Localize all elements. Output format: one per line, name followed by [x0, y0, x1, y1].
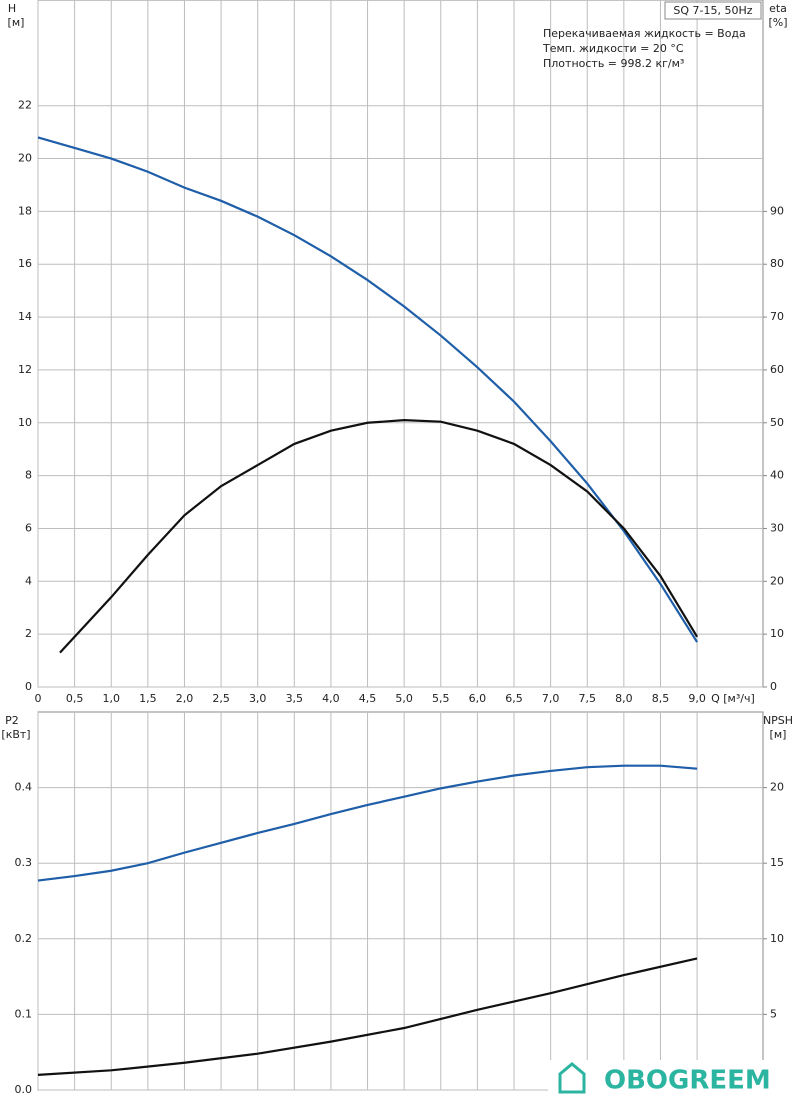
y2-tick-label: 90	[770, 204, 784, 217]
y-tick-label: 14	[18, 310, 32, 323]
chart-title: SQ 7-15, 50Hz	[673, 4, 752, 17]
y-tick-label: 0	[25, 680, 32, 693]
x-tick-label: 8,0	[615, 692, 633, 705]
x-tick-label: 6,0	[469, 692, 487, 705]
y-tick-label: 0.1	[15, 1007, 33, 1020]
y-label: P2	[5, 714, 19, 727]
x-tick-label: 2,5	[212, 692, 230, 705]
y2-tick-label: 10	[770, 932, 784, 945]
y-unit: [кВт]	[1, 728, 30, 741]
y-tick-label: 0.0	[15, 1083, 33, 1096]
y-tick-label: 0.4	[15, 781, 33, 794]
curve	[59, 419, 699, 654]
y2-tick-label: 80	[770, 257, 784, 270]
curve	[37, 136, 699, 643]
curve	[37, 764, 698, 882]
y2-tick-label: 10	[770, 627, 784, 640]
x-tick-label: 8,5	[652, 692, 670, 705]
logo-text: OBOGREEM	[604, 1066, 771, 1096]
x-tick-label: 3,0	[249, 692, 267, 705]
x-tick-label: 2,0	[176, 692, 194, 705]
logo: OBOGREEM	[548, 1060, 811, 1100]
y-tick-label: 8	[25, 469, 32, 482]
curve	[37, 957, 698, 1076]
y-tick-label: 6	[25, 521, 32, 534]
logo-icon	[558, 1062, 586, 1094]
x-tick-label: 4,0	[322, 692, 340, 705]
x-tick-label: 0,5	[66, 692, 84, 705]
title-box	[664, 1, 762, 20]
y2-tick-label: 20	[770, 781, 784, 794]
plot-frame	[37, 711, 764, 1091]
y-tick-label: 2	[25, 627, 32, 640]
y2-tick-label: 15	[770, 856, 784, 869]
y-tick-label: 16	[18, 257, 32, 270]
y2-tick-label: 0	[770, 680, 777, 693]
y2-tick-label: 60	[770, 363, 784, 376]
x-tick-label: 0	[35, 692, 42, 705]
y2-unit: [м]	[770, 728, 787, 741]
y2-tick-label: 20	[770, 574, 784, 587]
x-tick-label: 3,5	[286, 692, 304, 705]
y-tick-label: 22	[18, 99, 32, 112]
x-tick-label: 7,0	[542, 692, 560, 705]
y2-tick-label: 30	[770, 521, 784, 534]
y-tick-label: 10	[18, 416, 32, 429]
annotation: Плотность = 998.2 кг/м³	[543, 57, 684, 70]
x-tick-label: 1,5	[139, 692, 157, 705]
y-tick-label: 18	[18, 204, 32, 217]
y-unit: [м]	[8, 16, 25, 29]
annotation: Темп. жидкости = 20 °C	[542, 42, 684, 55]
y-tick-label: 20	[18, 152, 32, 165]
y2-label: eta	[769, 2, 787, 15]
y2-tick-label: 50	[770, 416, 784, 429]
y2-tick-label: 40	[770, 469, 784, 482]
x-tick-label: 7,5	[578, 692, 596, 705]
x-tick-label: 5,5	[432, 692, 450, 705]
x-tick-label: 4,5	[359, 692, 377, 705]
x-tick-label: 1,0	[102, 692, 120, 705]
y2-unit: [%]	[768, 16, 787, 29]
x-label: Q [м³/ч]	[711, 692, 755, 705]
y2-tick-label: 70	[770, 310, 784, 323]
y-tick-label: 0.3	[15, 856, 33, 869]
plot-frame	[37, 0, 764, 688]
x-tick-label: 5,0	[395, 692, 413, 705]
y2-label: NPSH	[763, 714, 793, 727]
y-label: H	[8, 2, 16, 15]
annotation: Перекачиваемая жидкость = Вода	[543, 27, 746, 40]
x-tick-label: 9,0	[688, 692, 706, 705]
x-tick-label: 6,5	[505, 692, 523, 705]
y2-tick-label: 5	[770, 1007, 777, 1020]
y-tick-label: 12	[18, 363, 32, 376]
y-tick-label: 4	[25, 574, 32, 587]
logo-bg	[548, 1060, 811, 1100]
y-tick-label: 0.2	[15, 932, 33, 945]
